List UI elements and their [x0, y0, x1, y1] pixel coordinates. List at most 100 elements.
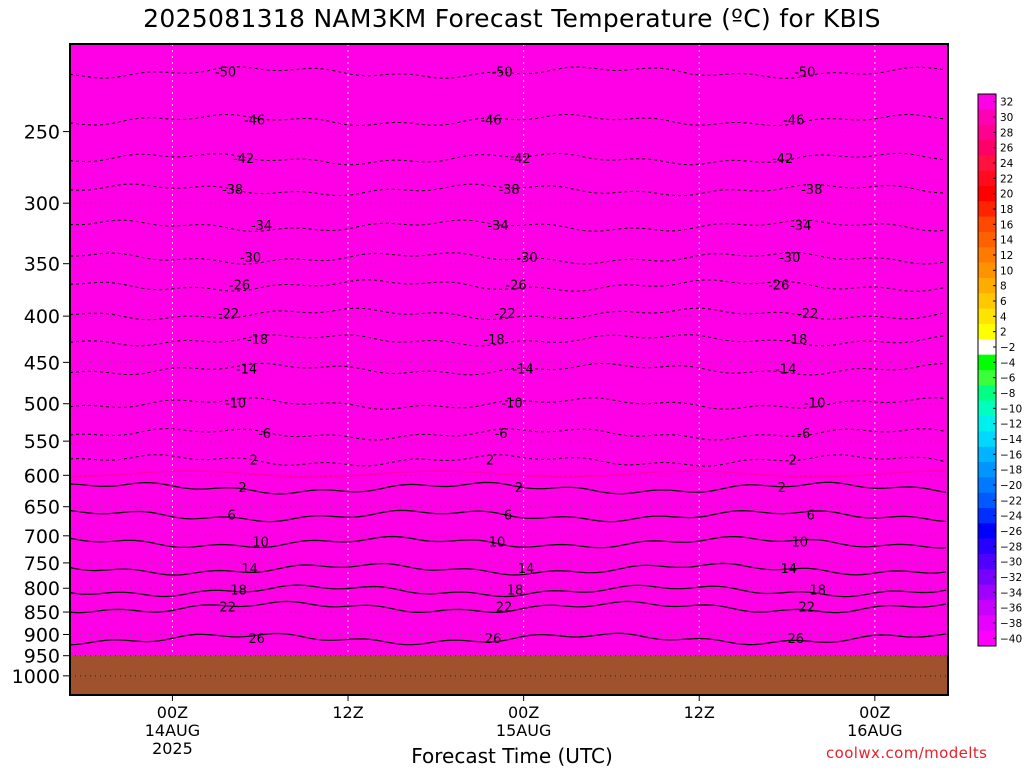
isotherm-line — [70, 152, 947, 166]
y-tick-label: 350 — [24, 254, 60, 276]
colorbar-label: 18 — [1000, 204, 1013, 216]
colorbar-label: 20 — [1000, 189, 1013, 201]
isotherm-label: -50 — [491, 65, 512, 80]
colorbar-label: −6 — [1000, 373, 1016, 385]
colorbar-swatch — [978, 492, 996, 509]
isotherm-label: -6 — [258, 427, 271, 442]
colorbar-label: 2 — [1000, 327, 1007, 339]
colorbar-swatch — [978, 339, 996, 355]
chart-title: 2025081318 NAM3KM Forecast Temperature (… — [143, 4, 881, 33]
colorbar-label: 8 — [1000, 281, 1007, 293]
isotherm-label: -42 — [509, 152, 530, 167]
isotherm-label: -34 — [251, 219, 272, 234]
colorbar-swatch — [978, 308, 996, 325]
colorbar-label: −18 — [1000, 465, 1022, 477]
colorbar-label: −36 — [1000, 603, 1022, 615]
colorbar-swatch — [978, 109, 996, 125]
colorbar-label: 10 — [1000, 265, 1013, 277]
colorbar-frame — [977, 93, 997, 647]
isotherm-label: 22 — [219, 600, 236, 615]
isotherm-label: 26 — [248, 632, 265, 647]
colorbar-swatch — [978, 155, 996, 171]
isotherm-label: -10 — [225, 397, 246, 412]
colorbar-label: 14 — [1000, 235, 1014, 247]
colorbar-label: 16 — [1000, 219, 1014, 231]
isotherm-line — [70, 66, 947, 79]
isotherm-line — [70, 113, 947, 127]
x-axis-label: Forecast Time (UTC) — [411, 744, 613, 768]
isotherm-label: 22 — [496, 600, 513, 615]
isotherm-label: 26 — [485, 632, 502, 647]
y-tick-label: 1000 — [12, 666, 60, 688]
y-tick-label: 900 — [24, 624, 60, 646]
isotherm-label: -26 — [768, 279, 789, 294]
isotherm-label: 14 — [780, 562, 797, 577]
colorbar-swatch — [978, 216, 996, 233]
x-tick-label: 12Z — [332, 703, 363, 722]
colorbar-swatch — [978, 247, 996, 263]
y-tick-label: 950 — [24, 646, 60, 668]
y-tick-label: 650 — [24, 497, 60, 519]
x-tick-label: 00Z — [157, 703, 188, 722]
isotherm-line — [70, 562, 947, 576]
colorbar-label: 32 — [1000, 97, 1013, 109]
credit-link[interactable]: coolwx.com/modelts — [826, 744, 988, 762]
colorbar-swatch — [978, 462, 996, 478]
temperature-field — [70, 44, 948, 695]
isotherm-label: 6 — [504, 509, 512, 524]
isotherm-label: -10 — [804, 397, 825, 412]
isotherm-label: 14 — [241, 562, 258, 577]
colorbar-label: 4 — [1000, 311, 1007, 323]
x-tick-label: 12Z — [684, 703, 715, 722]
x-tick-label: 2025 — [152, 739, 193, 758]
colorbar-swatch — [978, 431, 996, 447]
colorbar-swatch — [978, 416, 996, 432]
colorbar-swatch — [978, 600, 996, 616]
colorbar-label: 22 — [1000, 173, 1013, 185]
isotherm-label: 10 — [489, 535, 506, 550]
y-tick-label: 250 — [24, 122, 60, 144]
isotherm-label: -26 — [229, 279, 250, 294]
isotherm-line — [70, 183, 947, 197]
colorbar-label: −38 — [1000, 618, 1022, 630]
isotherm-label: 22 — [798, 600, 815, 615]
x-tick-label: 00Z — [859, 703, 890, 722]
isotherm-label: -6 — [495, 427, 508, 442]
colorbar-swatch — [978, 446, 996, 463]
isotherm-label: -22 — [797, 307, 818, 322]
colorbar-label: −12 — [1000, 419, 1022, 431]
isotherm-label: 10 — [791, 535, 808, 550]
colorbar-label: −26 — [1000, 526, 1022, 538]
colorbar-label: 30 — [1000, 112, 1013, 124]
colorbar-swatch — [978, 385, 996, 401]
colorbar-swatch — [978, 569, 996, 585]
colorbar-swatch — [978, 186, 996, 202]
isotherm-line — [70, 219, 947, 232]
colorbar-label: 24 — [1000, 158, 1014, 170]
colorbar-swatch — [978, 232, 996, 248]
colorbar-swatch — [978, 400, 996, 417]
colorbar-label: −10 — [1000, 403, 1022, 415]
isotherm-line — [70, 454, 947, 467]
isotherm-label: -18 — [483, 333, 504, 348]
y-tick-label: 400 — [24, 306, 60, 328]
isotherm-label: 18 — [507, 584, 524, 599]
isotherm-label: 2 — [789, 454, 797, 469]
colorbar-label: −4 — [1000, 357, 1016, 369]
colorbar-label: −14 — [1000, 434, 1022, 446]
isotherm-label: 6 — [227, 509, 235, 524]
y-tick-label: 600 — [24, 465, 60, 487]
isotherm-line — [70, 509, 947, 523]
isotherm-label: 2 — [778, 481, 786, 496]
isotherm-label: -38 — [222, 183, 243, 198]
isotherm-label: -22 — [218, 307, 239, 322]
y-tick-label: 550 — [24, 431, 60, 453]
isotherm-label: -50 — [794, 65, 815, 80]
isotherm-label: -26 — [505, 279, 526, 294]
isotherm-label: 6 — [807, 509, 815, 524]
colorbar-label: −2 — [1000, 342, 1015, 354]
isotherm-label: -34 — [790, 219, 811, 234]
isotherm-label: -38 — [498, 183, 519, 198]
isotherm-label: 14 — [518, 562, 535, 577]
